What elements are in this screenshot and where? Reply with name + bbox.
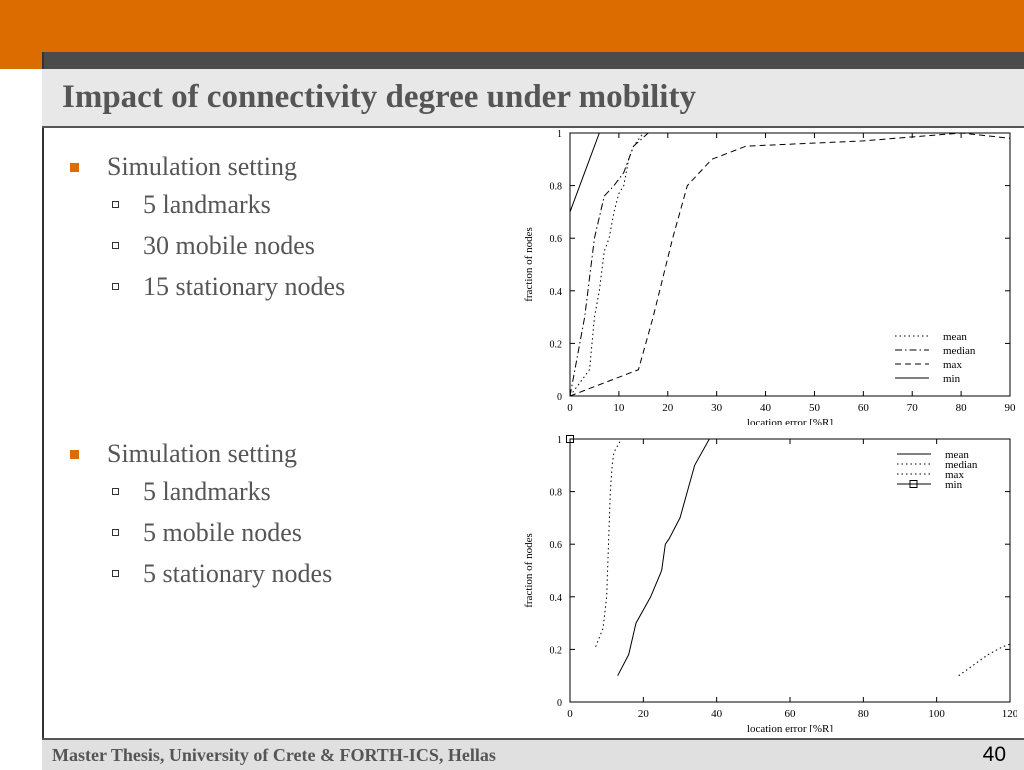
x-tick-label: 20 bbox=[662, 402, 674, 414]
y-tick-label: 0.8 bbox=[550, 182, 563, 193]
square-bullet-icon bbox=[70, 162, 79, 172]
sub-bullet-text: 30 mobile nodes bbox=[143, 230, 315, 260]
legend-label: max bbox=[943, 359, 962, 371]
x-tick-label: 20 bbox=[638, 708, 650, 720]
series-line-max bbox=[958, 643, 1011, 677]
sub-bullet-text: 5 stationary nodes bbox=[143, 558, 333, 588]
legend-label: median bbox=[945, 459, 978, 471]
legend-label: mean bbox=[945, 449, 969, 461]
bullet-item: Simulation setting bbox=[70, 437, 500, 471]
settings-block-2: Simulation setting 5 landmarks 5 mobile … bbox=[70, 437, 500, 594]
sub-bullet-text: 5 landmarks bbox=[143, 189, 271, 219]
y-tick-label: 0.2 bbox=[550, 645, 563, 656]
x-tick-label: 70 bbox=[907, 402, 919, 414]
x-tick-label: 120 bbox=[1002, 708, 1017, 720]
series-line-mean bbox=[617, 438, 713, 676]
sub-bullet-text: 5 landmarks bbox=[143, 476, 271, 506]
y-tick-label: 1 bbox=[557, 435, 562, 446]
series-line-min bbox=[569, 132, 600, 213]
cdf-chart-high-connectivity: 0 10 20 30 40 50 60 70 80 90 0 0.2 0.4 0.6 0.8 1 locatio… bbox=[523, 129, 1017, 425]
y-tick-label: 0.6 bbox=[550, 540, 563, 551]
plot-frame bbox=[569, 438, 1011, 703]
y-tick-label: 0.2 bbox=[550, 339, 563, 350]
top-accent-bar bbox=[0, 0, 1024, 52]
series-line-median bbox=[569, 132, 649, 397]
x-tick-label: 0 bbox=[567, 708, 573, 720]
hollow-square-bullet-icon bbox=[112, 529, 119, 536]
legend-label: min bbox=[943, 373, 961, 385]
x-tick-label: 90 bbox=[1005, 402, 1017, 414]
hollow-square-bullet-icon bbox=[112, 283, 119, 290]
sub-bullet-text: 5 mobile nodes bbox=[143, 517, 302, 547]
y-tick-label: 0.8 bbox=[550, 488, 563, 499]
series-line-median bbox=[595, 438, 622, 647]
legend-marker bbox=[909, 480, 918, 488]
bullet-heading: Simulation setting bbox=[107, 152, 297, 181]
footer: Master Thesis, University of Crete & FOR… bbox=[42, 738, 1024, 770]
x-tick-label: 40 bbox=[760, 402, 772, 414]
legend-label: mean bbox=[943, 331, 967, 343]
series-marker-min bbox=[566, 435, 574, 443]
x-axis-label: location error [%R] bbox=[747, 417, 833, 425]
hollow-square-bullet-icon bbox=[112, 242, 119, 249]
left-rule bbox=[42, 52, 44, 768]
sub-bullet-item: 5 landmarks bbox=[70, 471, 500, 512]
x-tick-label: 40 bbox=[711, 708, 723, 720]
x-tick-label: 100 bbox=[928, 708, 945, 720]
accent-stub bbox=[0, 52, 42, 69]
legend-label: max bbox=[945, 469, 964, 481]
x-tick-label: 30 bbox=[711, 402, 723, 414]
sub-bullet-text: 15 stationary nodes bbox=[143, 271, 346, 301]
sub-bullet-item: 5 stationary nodes bbox=[70, 553, 500, 594]
y-tick-label: 1 bbox=[557, 129, 562, 140]
x-axis-label: location error [%R] bbox=[747, 723, 833, 732]
y-tick-label: 0.4 bbox=[550, 287, 563, 298]
plot-frame bbox=[569, 132, 1011, 397]
y-tick-label: 0.4 bbox=[550, 593, 563, 604]
y-axis-label: fraction of nodes bbox=[523, 227, 535, 302]
footer-text: Master Thesis, University of Crete & FOR… bbox=[52, 745, 496, 765]
x-tick-label: 60 bbox=[785, 708, 797, 720]
header-strip bbox=[42, 52, 1024, 69]
legend-label: min bbox=[945, 479, 963, 491]
bullet-item: Simulation setting bbox=[70, 150, 500, 184]
legend-label: median bbox=[943, 345, 976, 357]
y-tick-label: 0 bbox=[557, 698, 562, 709]
x-tick-label: 80 bbox=[956, 402, 968, 414]
sub-bullet-item: 30 mobile nodes bbox=[70, 225, 500, 266]
series-line-max bbox=[569, 132, 1011, 397]
page-number: 40 bbox=[982, 743, 1006, 766]
y-tick-label: 0.6 bbox=[550, 234, 563, 245]
x-tick-label: 80 bbox=[858, 708, 870, 720]
x-tick-label: 10 bbox=[613, 402, 625, 414]
y-axis-label: fraction of nodes bbox=[523, 533, 535, 608]
cdf-chart-low-connectivity: 0 20 40 60 80 100 120 0 0.2 0.4 0.6 0.8 1 location er… bbox=[523, 435, 1017, 732]
hollow-square-bullet-icon bbox=[112, 488, 119, 495]
hollow-square-bullet-icon bbox=[112, 201, 119, 208]
sub-bullet-item: 5 landmarks bbox=[70, 184, 500, 225]
x-tick-label: 50 bbox=[809, 402, 821, 414]
bullet-heading: Simulation setting bbox=[107, 439, 297, 468]
slide-title: Impact of connectivity degree under mobi… bbox=[62, 79, 696, 115]
sub-bullet-item: 5 mobile nodes bbox=[70, 512, 500, 553]
square-bullet-icon bbox=[70, 449, 79, 459]
settings-block-1: Simulation setting 5 landmarks 30 mobile… bbox=[70, 150, 500, 307]
hollow-square-bullet-icon bbox=[112, 570, 119, 577]
x-tick-label: 60 bbox=[858, 402, 870, 414]
series-line-mean bbox=[569, 132, 644, 397]
sub-bullet-item: 15 stationary nodes bbox=[70, 266, 500, 307]
x-tick-label: 0 bbox=[567, 402, 573, 414]
y-tick-label: 0 bbox=[557, 392, 562, 403]
title-band: Impact of connectivity degree under mobi… bbox=[42, 69, 1024, 128]
